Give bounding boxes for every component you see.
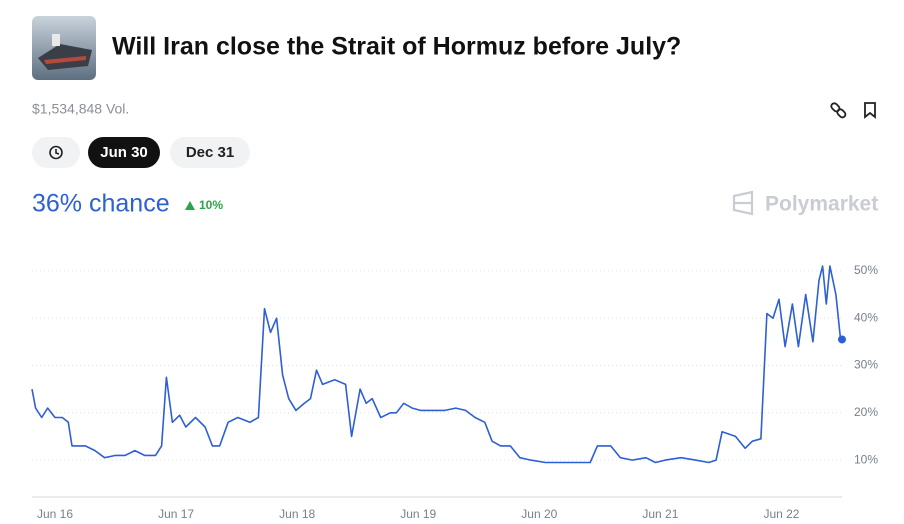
end-dot (838, 335, 846, 344)
x-tick-label: Jun 20 (521, 507, 557, 521)
thumbnail (32, 16, 96, 80)
tab-label[interactable]: Jun 30 (100, 144, 148, 161)
x-tick-label: Jun 17 (158, 507, 194, 521)
change: 10% (199, 198, 223, 212)
history-button[interactable] (32, 137, 80, 168)
x-tick-label: Jun 19 (400, 507, 436, 521)
up-arrow (185, 201, 195, 210)
tab-label[interactable]: Dec 31 (186, 144, 234, 161)
y-tick-label: 20% (854, 405, 878, 419)
y-tick-label: 40% (854, 310, 878, 324)
line (31, 265, 843, 464)
brand: Polymarket (765, 193, 878, 216)
x-tick-label: Jun 22 (763, 507, 799, 521)
link-icon[interactable] (830, 102, 847, 119)
chance: 36% chance (32, 190, 170, 218)
bookmark-icon[interactable] (864, 102, 876, 119)
y-tick-label: 50% (854, 263, 878, 277)
x-tick-label: Jun 21 (642, 507, 678, 521)
tab-active[interactable] (88, 137, 160, 168)
x-tick-label: Jun 18 (279, 507, 315, 521)
x-tick-label: Jun 16 (37, 507, 73, 521)
y-tick-label: 10% (854, 452, 878, 466)
brand-logo (732, 190, 754, 216)
title: Will Iran close the Strait of Hormuz bef… (112, 33, 681, 61)
volume: $1,534,848 Vol. (32, 101, 129, 117)
y-tick-label: 30% (854, 358, 878, 372)
tab[interactable] (170, 137, 250, 168)
